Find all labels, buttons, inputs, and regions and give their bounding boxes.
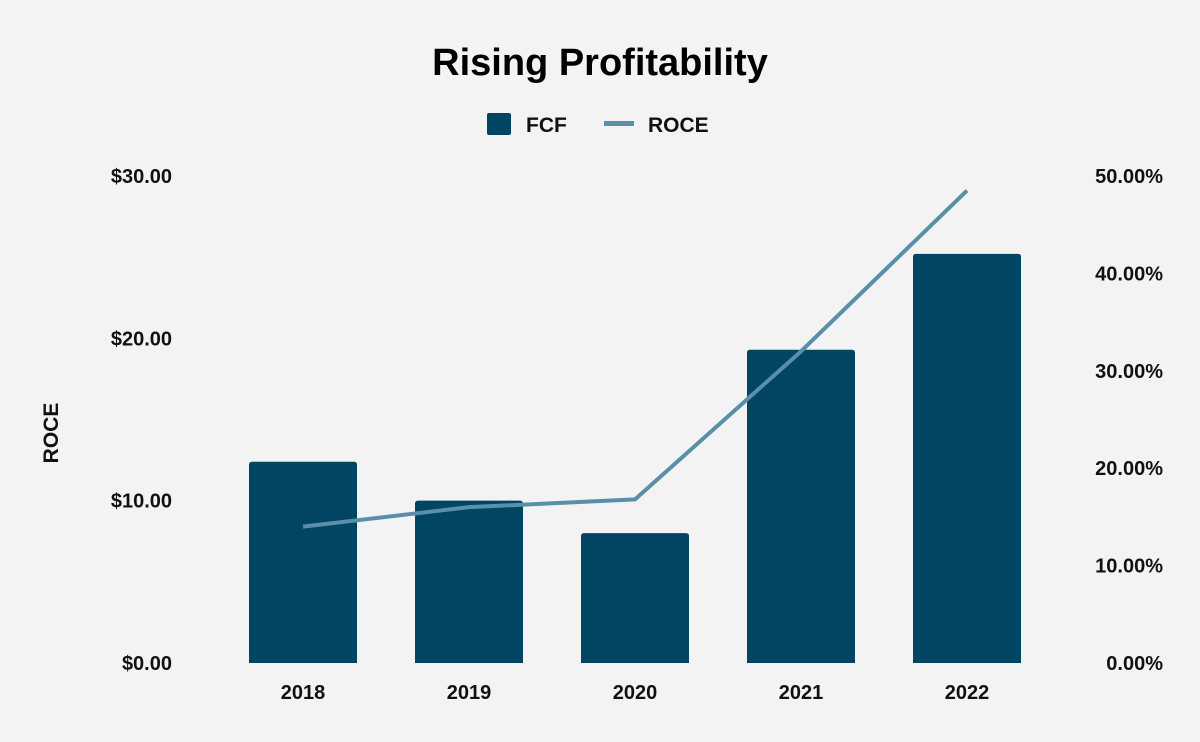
roce-line-series: [302, 189, 969, 529]
x-tick-label: 2019: [447, 682, 492, 704]
chart-title: Rising Profitability: [432, 42, 768, 84]
y-right-tick-label: 10.00%: [1095, 556, 1163, 578]
y-left-tick-label: $0.00: [122, 653, 172, 675]
x-tick-label: 2021: [779, 682, 824, 704]
y-right-tick-label: 50.00%: [1095, 166, 1163, 188]
y-right-tick-label: 0.00%: [1106, 653, 1163, 675]
legend-swatch-fcf: [487, 113, 511, 135]
fcf-bar-2018: [249, 461, 357, 663]
legend-label-fcf: FCF: [526, 114, 567, 137]
fcf-bars: [249, 253, 1021, 664]
fcf-bar-2020: [581, 533, 689, 663]
fcf-bar-2021: [747, 349, 855, 663]
y-left-tick-label: $10.00: [111, 491, 172, 513]
y-right-tick-label: 30.00%: [1095, 361, 1163, 383]
legend: FCF ROCE: [487, 113, 709, 137]
fcf-bar-2022: [913, 253, 1021, 664]
y-left-tick-label: $20.00: [111, 328, 172, 350]
legend-swatch-roce: [604, 121, 634, 126]
y-left-tick-label: $30.00: [111, 166, 172, 188]
x-tick-label: 2022: [945, 682, 990, 704]
x-tick-label: 2020: [613, 682, 658, 704]
y-right-tick-label: 40.00%: [1095, 263, 1163, 285]
fcf-bar-2019: [415, 500, 523, 663]
y-right-ticks: 0.00% 10.00% 20.00% 30.00% 40.00% 50.00%: [1095, 166, 1163, 675]
roce-line: [302, 189, 969, 529]
y-left-axis-title: ROCE: [40, 403, 63, 464]
y-left-ticks: $0.00 $10.00 $20.00 $30.00: [111, 166, 172, 675]
x-tick-label: 2018: [281, 682, 326, 704]
y-right-tick-label: 20.00%: [1095, 458, 1163, 480]
legend-label-roce: ROCE: [648, 114, 709, 137]
x-ticks: 2018 2019 2020 2021 2022: [281, 682, 990, 704]
